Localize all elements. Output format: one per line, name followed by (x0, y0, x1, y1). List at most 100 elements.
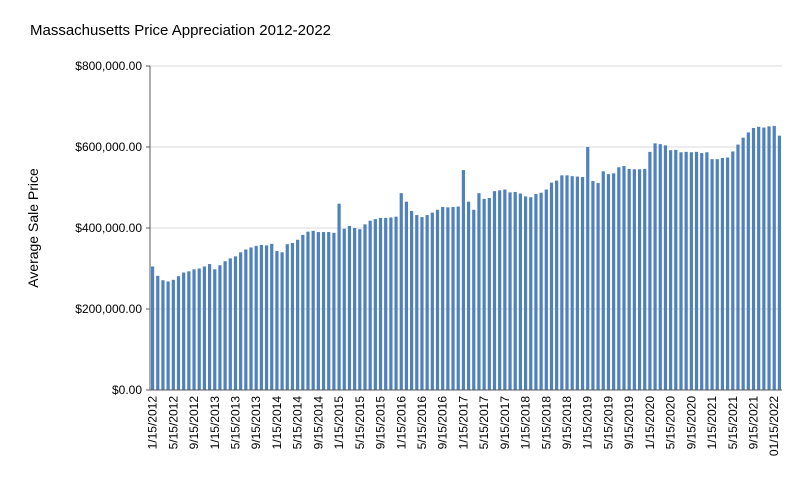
bar (280, 252, 284, 390)
y-axis-ticks: $0.00 $200,000.00 $400,000.00 $600,000.00 $8… (75, 59, 150, 397)
bar (342, 228, 346, 390)
bar (358, 229, 362, 390)
bar (757, 126, 761, 390)
bar (197, 268, 201, 390)
x-tick-label: 01/15/2022 (767, 396, 781, 456)
bar (150, 266, 155, 390)
bar (518, 193, 522, 390)
x-tick-label: 9/15/2014 (311, 396, 325, 450)
bar (601, 171, 605, 390)
bar (373, 219, 377, 390)
x-tick-label: 5/15/2014 (291, 396, 305, 450)
bar (311, 230, 315, 390)
bar (684, 151, 688, 390)
bar (482, 198, 486, 390)
bar (617, 167, 621, 390)
bar (529, 197, 533, 390)
x-tick-label: 1/15/2014 (270, 396, 284, 450)
bar (161, 280, 165, 390)
bar (233, 256, 238, 390)
x-tick-label: 9/15/2018 (560, 396, 574, 450)
bar (394, 216, 398, 390)
bar (228, 258, 232, 391)
bar (171, 279, 175, 390)
bar (508, 192, 512, 390)
bar (296, 239, 300, 390)
bar (710, 159, 714, 390)
chart-title: Massachusetts Price Appreciation 2012-20… (30, 22, 332, 39)
bar (643, 168, 647, 390)
bar (720, 157, 725, 390)
bar (156, 275, 160, 390)
bar (700, 153, 704, 390)
bar (555, 180, 559, 390)
x-tick-label: 9/15/2016 (436, 396, 450, 450)
bar (487, 198, 491, 390)
bar (218, 265, 222, 390)
bar (446, 207, 450, 390)
bar (347, 225, 352, 390)
x-tick-label: 1/15/2017 (456, 396, 470, 450)
bar (736, 144, 740, 390)
bar (586, 147, 590, 390)
bar (461, 170, 466, 390)
bar (591, 181, 595, 390)
bar (254, 245, 258, 390)
bar (674, 149, 678, 390)
bar (632, 169, 636, 390)
bar (285, 244, 289, 390)
x-tick-label: 5/15/2015 (353, 396, 367, 450)
bar (627, 168, 631, 390)
bar (694, 151, 699, 390)
x-tick-label: 9/15/2012 (187, 396, 201, 450)
bar (202, 266, 206, 390)
bar (580, 176, 585, 390)
bar (648, 151, 652, 390)
bar (176, 276, 181, 390)
bar (523, 196, 528, 390)
bar (746, 132, 750, 391)
bar (570, 176, 574, 390)
bar (762, 127, 766, 390)
bar (679, 152, 683, 390)
bar (726, 157, 730, 390)
bar (399, 193, 403, 390)
bar (244, 249, 248, 390)
bar (777, 135, 782, 390)
bar (327, 232, 331, 390)
bar (503, 189, 507, 390)
bar (731, 151, 735, 390)
bar (451, 206, 455, 390)
bar (498, 190, 502, 390)
bar (249, 247, 253, 390)
x-tick-label: 1/15/2013 (208, 396, 222, 450)
bar (332, 232, 336, 390)
bar (705, 152, 709, 390)
bar (549, 182, 554, 390)
bar (622, 166, 626, 390)
bar (182, 272, 186, 390)
bar (420, 217, 424, 390)
bar (560, 175, 564, 390)
x-tick-label: 1/15/2018 (519, 396, 533, 450)
bar (337, 203, 341, 390)
x-tick-label: 1/15/2020 (643, 396, 657, 450)
x-tick-label: 9/15/2015 (374, 396, 388, 450)
bar (207, 264, 212, 390)
x-tick-label: 5/15/2012 (166, 396, 180, 450)
x-tick-label: 5/15/2020 (664, 396, 678, 450)
bar (575, 176, 579, 390)
bar (565, 175, 569, 390)
y-tick-label: $400,000.00 (75, 221, 142, 235)
x-tick-label: 1/15/2021 (705, 396, 719, 450)
bar (363, 224, 367, 390)
x-tick-label: 5/15/2018 (539, 396, 553, 450)
x-tick-label: 9/15/2020 (684, 396, 698, 450)
bar (430, 212, 434, 390)
x-tick-label: 1/15/2012 (146, 396, 160, 450)
x-axis-ticks: 1/15/2012 5/15/2012 9/15/2012 1/15/2013 5/15… (146, 396, 782, 456)
bar (425, 215, 429, 390)
bar (192, 269, 196, 390)
x-tick-label: 9/15/2017 (498, 396, 512, 450)
bar (751, 127, 756, 390)
